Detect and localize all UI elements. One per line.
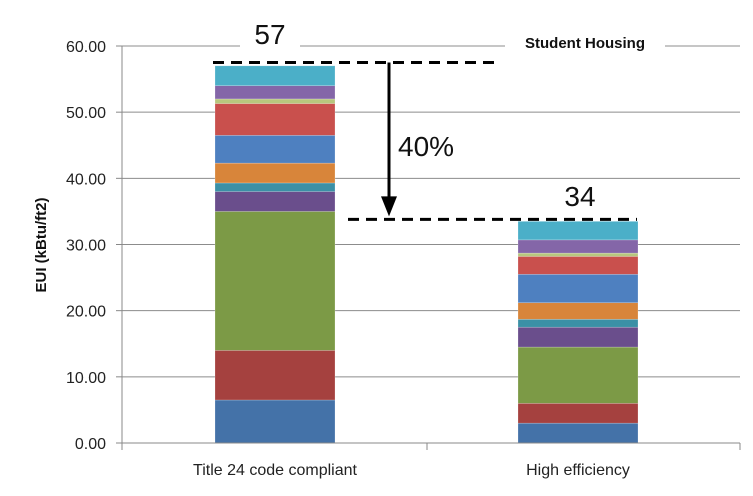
bar-segment-2-9: [517, 252, 639, 257]
y-tick-label: 60.00: [66, 39, 106, 56]
bar-segment-1-4: [214, 191, 336, 212]
bar-segment-2-4: [517, 326, 639, 348]
y-tick-label: 40.00: [66, 171, 106, 188]
bar-segment-1-2: [214, 350, 336, 401]
bar-segment-1-6: [214, 162, 336, 184]
y-tick-label: 0.00: [75, 436, 106, 453]
title-backdrop: [505, 30, 665, 54]
y-tick-label: 30.00: [66, 238, 106, 255]
x-category-label: Title 24 code compliant: [193, 462, 357, 479]
bar-segment-2-3: [517, 346, 639, 404]
bar-segment-2-2: [517, 402, 639, 424]
bar-segment-1-5: [214, 182, 336, 192]
bar-segment-1-3: [214, 211, 336, 351]
y-axis-label: EUI (kBtu/ft2): [33, 198, 50, 293]
x-category-labels: Title 24 code compliant High efficiency: [121, 443, 741, 479]
chart-title: Student Housing: [525, 35, 645, 52]
y-tick-label: 20.00: [66, 304, 106, 321]
bar-segment-2-10: [517, 239, 639, 254]
total-label-1-backdrop: [240, 14, 300, 54]
y-tick-labels: 0.00 10.00 20.00 30.00 40.00 50.00 60.00: [66, 39, 106, 453]
bar-stacks: [214, 65, 639, 444]
total-label-1: 57: [254, 19, 285, 50]
reduction-arrow-head: [381, 196, 397, 217]
reduction-percent-label: 40%: [398, 131, 454, 162]
bar-segment-1-11: [214, 65, 336, 86]
bar-segment-2-6: [517, 302, 639, 320]
bar-segment-2-1: [517, 422, 639, 444]
bar-segment-2-11: [517, 221, 639, 241]
bar-segment-1-7: [214, 135, 336, 164]
bar-segment-1-1: [214, 399, 336, 444]
y-tick-label: 50.00: [66, 105, 106, 122]
bar-segment-1-8: [214, 103, 336, 136]
x-category-label: High efficiency: [526, 462, 630, 479]
bar-segment-2-8: [517, 256, 639, 275]
y-tick-label: 10.00: [66, 370, 106, 387]
bar-segment-2-5: [517, 318, 639, 328]
bar-segment-2-7: [517, 273, 639, 304]
total-label-2: 34: [564, 181, 595, 212]
bar-segment-1-10: [214, 85, 336, 100]
gridlines: [116, 45, 740, 444]
bar-segment-1-9: [214, 98, 336, 104]
